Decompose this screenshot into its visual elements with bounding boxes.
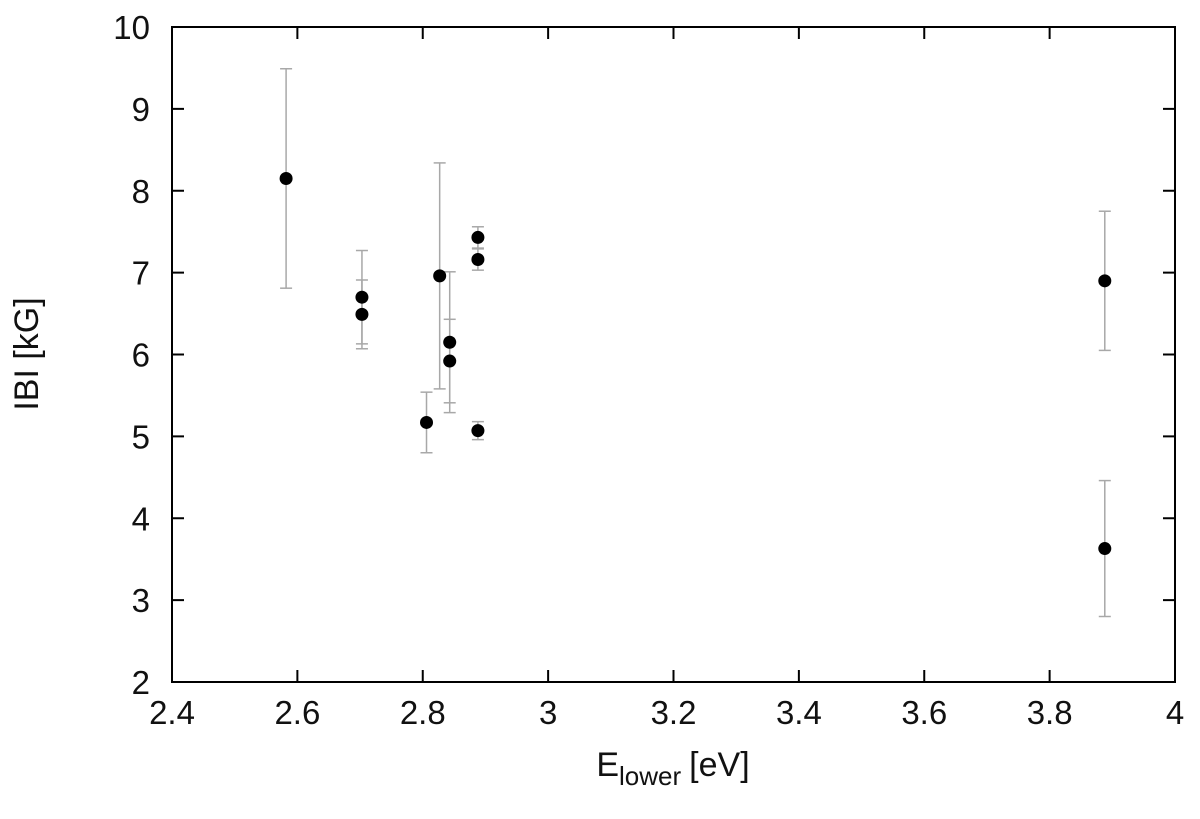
x-axis-label: Elower [eV] — [596, 746, 749, 791]
data-point — [1098, 542, 1112, 556]
plot-frame — [171, 26, 1176, 683]
data-point — [355, 307, 369, 321]
x-tick-label: 3.6 — [901, 694, 947, 731]
data-point — [279, 171, 293, 185]
data-point — [1098, 274, 1112, 288]
data-point — [443, 335, 457, 349]
x-tick-label: 2.4 — [149, 694, 195, 731]
data-points — [279, 171, 1112, 556]
y-axis-ticks: 2 3 4 5 6 7 8 9 10 — [113, 9, 1175, 701]
y-tick-label: 3 — [132, 582, 150, 619]
y-axis-label: IBI [kG] — [8, 297, 46, 410]
y-tick-label: 6 — [132, 337, 150, 374]
y-tick-label: 10 — [113, 9, 150, 46]
x-axis-ticks: 2.4 2.6 2.8 3 3.2 3.4 3.6 3.8 4 — [149, 27, 1184, 731]
y-tick-label: 4 — [132, 500, 150, 537]
x-tick-label: 2.8 — [400, 694, 446, 731]
x-axis-label-main: E — [596, 746, 619, 784]
data-point — [433, 269, 447, 283]
y-tick-label: 2 — [132, 664, 150, 701]
data-point — [471, 253, 485, 267]
y-tick-label: 7 — [132, 255, 150, 292]
data-point — [471, 424, 485, 438]
y-tick-label: 9 — [132, 91, 150, 128]
x-axis-label-unit: [eV] — [689, 746, 749, 784]
x-axis-label-subscript: lower — [619, 761, 681, 791]
x-tick-label: 3.8 — [1027, 694, 1073, 731]
data-point — [355, 290, 369, 304]
y-tick-label: 8 — [132, 173, 150, 210]
x-tick-label: 3.4 — [776, 694, 822, 731]
data-point — [443, 354, 457, 368]
y-tick-label: 5 — [132, 418, 150, 455]
x-tick-label: 2.6 — [274, 694, 320, 731]
data-point — [420, 415, 434, 429]
data-point — [471, 230, 485, 244]
error-bars — [280, 68, 1111, 618]
x-tick-label: 3.2 — [651, 694, 697, 731]
x-tick-label: 4 — [1166, 694, 1184, 731]
x-tick-label: 3 — [539, 694, 557, 731]
